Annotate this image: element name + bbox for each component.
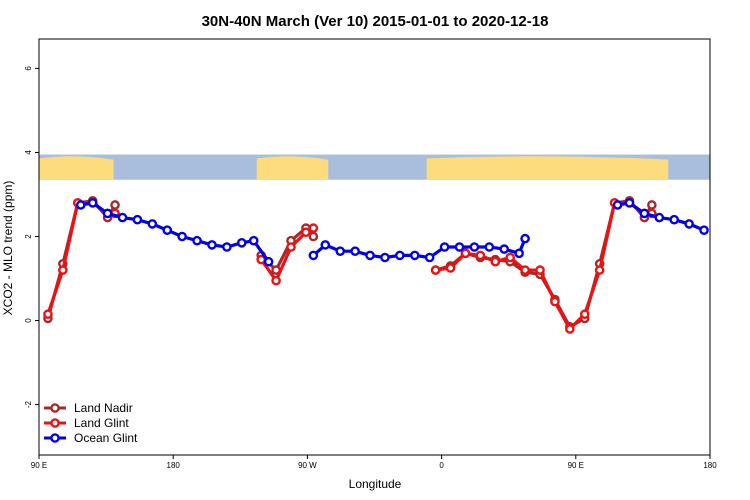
data-point (639, 208, 650, 219)
data-point (177, 231, 187, 242)
data-point (248, 235, 259, 246)
x-axis-ticks: 90 E 180 90 W 0 90 E 180 (31, 455, 717, 470)
data-point (445, 263, 456, 273)
map-land-mass (426, 156, 669, 180)
data-point (454, 242, 465, 252)
series-line (434, 201, 654, 331)
data-point (162, 225, 173, 235)
data-point (350, 246, 360, 257)
data-point (469, 242, 480, 252)
legend-marker (50, 418, 60, 428)
data-point (460, 248, 471, 259)
map-band-land (39, 156, 669, 180)
map-land-mass (256, 156, 329, 180)
legend-marker (50, 403, 60, 413)
y-axis-label: XCO2 - MLO trend (ppm) (1, 181, 15, 316)
data-point (430, 265, 441, 275)
data-point (484, 242, 495, 252)
data-point (699, 225, 709, 235)
data-point (308, 223, 319, 233)
x-tick-label: 90 W (298, 461, 317, 470)
data-point (520, 233, 530, 244)
data-point (409, 250, 420, 261)
data-point (335, 246, 346, 257)
legend-marker (50, 433, 60, 443)
data-point (102, 208, 113, 219)
chart-title: 30N-40N March (Ver 10) 2015-01-01 to 202… (202, 13, 549, 30)
map-land-mass (39, 156, 114, 180)
data-point (514, 248, 524, 259)
data-point (117, 212, 128, 223)
data-point (320, 240, 331, 250)
data-point (308, 250, 319, 261)
data-point (132, 214, 143, 225)
data-point (395, 250, 405, 261)
data-point (222, 242, 232, 252)
data-point (192, 235, 202, 246)
data-point (684, 219, 694, 229)
x-axis-label: Longitude (349, 477, 402, 491)
y-tick-label: 0 (24, 318, 33, 323)
data-point (475, 250, 486, 261)
data-point (308, 231, 319, 242)
legend-label: Land Nadir (74, 401, 133, 415)
y-tick-label: 6 (24, 66, 33, 71)
data-point (550, 296, 560, 307)
x-tick-label: 90 E (568, 461, 584, 470)
data-point (43, 309, 53, 320)
data-point (380, 252, 390, 263)
series-line (311, 237, 527, 260)
data-point (271, 275, 281, 286)
x-tick-label: 180 (167, 461, 181, 470)
y-axis-ticks: -2 0 2 4 6 (24, 66, 39, 408)
x-tick-label: 180 (703, 461, 717, 470)
x-tick-label: 0 (439, 461, 444, 470)
data-point (565, 324, 575, 334)
data-point (520, 265, 530, 275)
data-point (439, 242, 450, 252)
data-point (147, 219, 158, 229)
series-layer (43, 195, 709, 334)
y-tick-label: 2 (24, 234, 33, 239)
map-band (39, 154, 710, 180)
data-point (669, 214, 680, 225)
data-point (654, 212, 665, 223)
data-point (286, 242, 296, 252)
series-ocean-glint (75, 198, 709, 267)
data-point (87, 198, 98, 208)
data-point (207, 240, 217, 250)
data-point (490, 256, 501, 267)
plot-frame (38, 38, 711, 456)
data-point (535, 265, 545, 275)
data-point (75, 200, 86, 210)
y-tick-label: -2 (24, 400, 33, 408)
legend-label: Land Glint (74, 416, 129, 430)
x-tick-label: 90 E (31, 461, 47, 470)
legend-label: Ocean Glint (74, 431, 138, 445)
data-point (499, 244, 510, 254)
data-point (647, 200, 657, 210)
y-tick-label: 4 (24, 150, 33, 155)
data-point (236, 237, 247, 248)
data-point (594, 265, 605, 275)
data-point (579, 309, 590, 320)
data-point (263, 256, 274, 267)
data-point (505, 252, 515, 263)
series-line (434, 199, 654, 329)
data-point (424, 252, 435, 263)
data-point (301, 227, 311, 238)
data-point (110, 200, 120, 210)
data-point (624, 198, 635, 208)
data-point (612, 200, 623, 210)
data-point (58, 265, 68, 275)
data-point (365, 250, 375, 261)
